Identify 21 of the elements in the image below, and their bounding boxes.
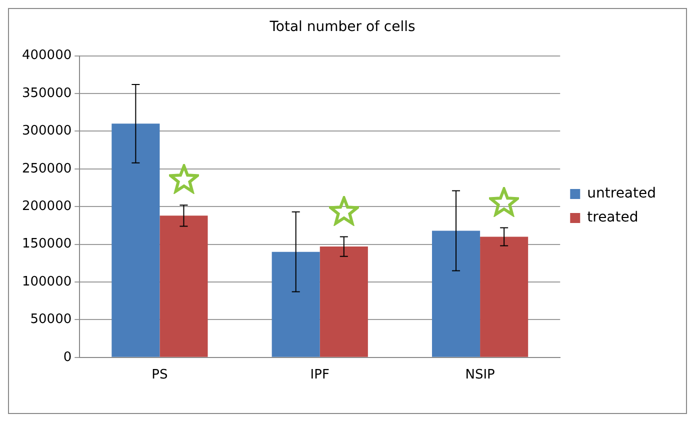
x-tick-label: NSIP — [465, 368, 496, 383]
bar — [112, 124, 160, 357]
legend-label: untreated — [587, 186, 656, 202]
chart-title: Total number of cells — [268, 19, 416, 36]
x-tick-label: IPF — [310, 368, 330, 383]
y-tick-label: 250000 — [22, 161, 72, 176]
legend-label: treated — [587, 210, 638, 226]
y-tick-label: 200000 — [22, 198, 72, 214]
bar — [160, 216, 208, 357]
y-tick-label: 100000 — [22, 274, 72, 290]
y-tick-label: 0 — [63, 350, 72, 365]
bar — [432, 230, 480, 357]
bar — [480, 236, 528, 357]
y-tick-label: 50000 — [30, 312, 72, 328]
x-tick-label: PS — [152, 368, 168, 383]
bar — [320, 246, 368, 357]
y-tick-label: 300000 — [22, 124, 72, 139]
y-tick-label: 150000 — [22, 236, 72, 252]
bar — [272, 252, 320, 357]
y-tick-label: 350000 — [22, 86, 72, 101]
y-tick-label: 400000 — [22, 48, 72, 64]
